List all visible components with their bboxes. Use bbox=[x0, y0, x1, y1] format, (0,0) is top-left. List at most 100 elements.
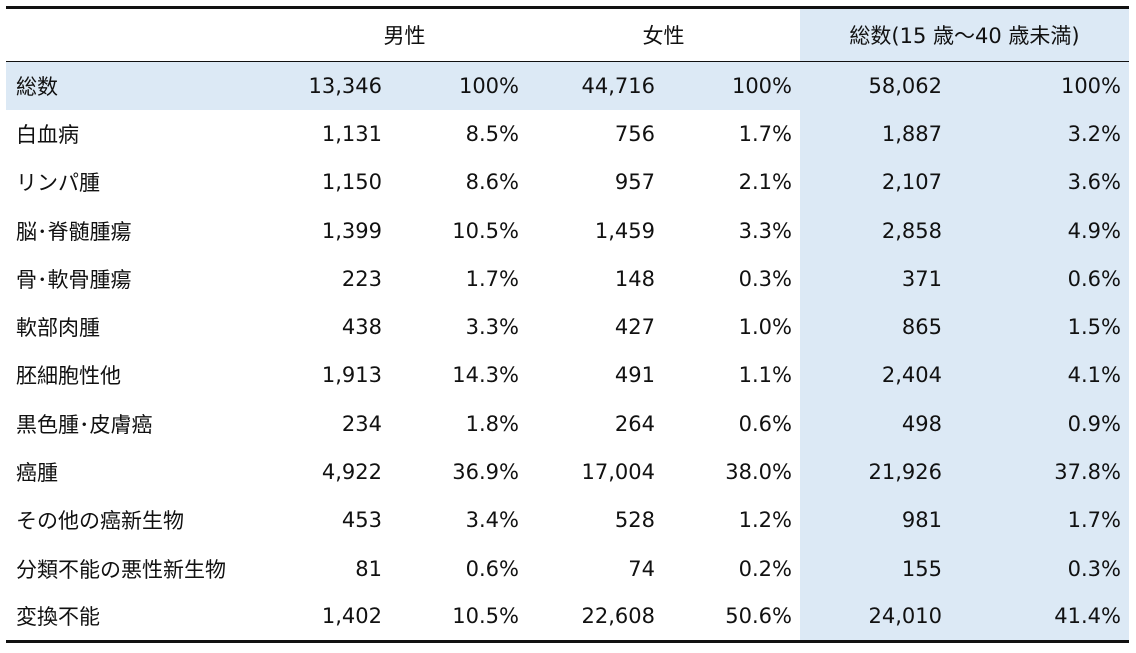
female-percent: 3.3% bbox=[738, 218, 792, 243]
total-count: 2,404 bbox=[800, 351, 950, 400]
female-percent: 50.6% bbox=[663, 592, 800, 643]
female-percent: 1.1% bbox=[738, 363, 792, 388]
total-count: 24,010 bbox=[800, 592, 950, 643]
total-count: 155 bbox=[800, 544, 950, 593]
male-count: 1,131 bbox=[321, 121, 382, 146]
male-count: 1,399 bbox=[321, 218, 382, 243]
total-count: 1,887 bbox=[800, 109, 950, 159]
total-count: 865 bbox=[800, 302, 950, 352]
total-row: 総数 13,346 100% 44,716 100% 58,062 100% bbox=[6, 61, 1129, 110]
table-row: 癌腫 4,922 36.9% 17,004 38.0% 21,926 37.8% bbox=[6, 447, 1129, 497]
total-percent: 0.3% bbox=[950, 544, 1129, 593]
table-row: 白血病 1,131 8.5% 756 1.7% 1,887 3.2% bbox=[6, 109, 1129, 159]
male-percent: 100% bbox=[390, 61, 527, 110]
female-percent: 0.6% bbox=[738, 411, 792, 436]
total-percent: 1.7% bbox=[950, 496, 1129, 545]
female-count: 1,459 bbox=[594, 218, 655, 243]
male-percent: 3.4% bbox=[465, 508, 519, 533]
total-count: 2,107 bbox=[800, 158, 950, 207]
male-count: 1,402 bbox=[282, 592, 390, 643]
male-percent: 1.7% bbox=[465, 266, 519, 291]
total-percent: 0.9% bbox=[950, 399, 1129, 448]
total-count: 58,062 bbox=[800, 61, 950, 110]
male-percent: 8.6% bbox=[465, 170, 519, 195]
female-percent: 2.1% bbox=[738, 170, 792, 195]
male-count: 1,913 bbox=[321, 363, 382, 388]
male-count: 438 bbox=[341, 315, 382, 340]
female-percent: 1.2% bbox=[738, 508, 792, 533]
male-percent: 36.9% bbox=[452, 460, 519, 485]
row-label: 軟部肉腫 bbox=[16, 316, 100, 341]
male-percent: 14.3% bbox=[452, 363, 519, 388]
total-percent: 37.8% bbox=[950, 447, 1129, 497]
male-count: 4,922 bbox=[321, 460, 382, 485]
table-row: 胚細胞性他 1,913 14.3% 491 1.1% 2,404 4.1% bbox=[6, 351, 1129, 400]
header-male: 男性 bbox=[282, 6, 527, 62]
header-female: 女性 bbox=[527, 6, 800, 62]
female-percent: 0.2% bbox=[738, 556, 792, 581]
row-label: その他の癌新生物 bbox=[16, 509, 184, 534]
row-label: 癌腫 bbox=[16, 461, 58, 486]
total-count: 371 bbox=[800, 254, 950, 303]
total-percent: 100% bbox=[950, 61, 1129, 110]
female-count: 44,716 bbox=[527, 61, 663, 110]
total-percent: 0.6% bbox=[950, 254, 1129, 303]
row-label: 白血病 bbox=[16, 122, 79, 147]
total-count: 498 bbox=[800, 399, 950, 448]
total-percent: 1.5% bbox=[950, 302, 1129, 352]
row-label: 骨･軟骨腫瘍 bbox=[16, 267, 132, 292]
female-count: 264 bbox=[614, 411, 655, 436]
table-row: 骨･軟骨腫瘍 223 1.7% 148 0.3% 371 0.6% bbox=[6, 254, 1129, 303]
table-row: 分類不能の悪性新生物 81 0.6% 74 0.2% 155 0.3% bbox=[6, 544, 1129, 593]
table-row: 黒色腫･皮膚癌 234 1.8% 264 0.6% 498 0.9% bbox=[6, 399, 1129, 448]
male-count: 234 bbox=[341, 411, 382, 436]
table-row: 変換不能 1,402 10.5% 22,608 50.6% 24,010 41.4% bbox=[6, 592, 1129, 643]
row-label: 脳･脊髄腫瘍 bbox=[16, 219, 132, 244]
header-total: 総数(15 歳～40 歳未満) bbox=[800, 6, 1129, 62]
female-count: 528 bbox=[614, 508, 655, 533]
male-percent: 1.8% bbox=[465, 411, 519, 436]
male-percent: 0.6% bbox=[465, 556, 519, 581]
total-percent: 41.4% bbox=[950, 592, 1129, 643]
table-row: 脳･脊髄腫瘍 1,399 10.5% 1,459 3.3% 2,858 4.9% bbox=[6, 206, 1129, 255]
cancer-statistics-table: 男性 女性 総数(15 歳～40 歳未満) 総数 13,346 100% 44,716… bbox=[6, 6, 1129, 643]
female-percent: 100% bbox=[663, 61, 800, 110]
female-count: 427 bbox=[614, 315, 655, 340]
table-row: リンパ腫 1,150 8.6% 957 2.1% 2,107 3.6% bbox=[6, 158, 1129, 207]
male-count: 453 bbox=[341, 508, 382, 533]
total-count: 21,926 bbox=[800, 447, 950, 497]
male-count: 13,346 bbox=[282, 61, 390, 110]
table-row: 軟部肉腫 438 3.3% 427 1.0% 865 1.5% bbox=[6, 302, 1129, 352]
male-percent: 3.3% bbox=[465, 315, 519, 340]
male-count: 1,150 bbox=[321, 170, 382, 195]
total-percent: 3.2% bbox=[950, 109, 1129, 159]
female-count: 491 bbox=[614, 363, 655, 388]
female-percent: 38.0% bbox=[725, 460, 792, 485]
male-percent: 10.5% bbox=[390, 592, 527, 643]
row-label: リンパ腫 bbox=[16, 171, 100, 196]
total-percent: 3.6% bbox=[950, 158, 1129, 207]
row-label: 変換不能 bbox=[6, 592, 282, 643]
total-count: 981 bbox=[800, 496, 950, 545]
table-body: 総数 13,346 100% 44,716 100% 58,062 100% 白血病 1,131… bbox=[6, 61, 1129, 643]
header-blank-cell bbox=[6, 6, 282, 62]
total-count: 2,858 bbox=[800, 206, 950, 255]
female-count: 74 bbox=[628, 556, 655, 581]
row-label: 分類不能の悪性新生物 bbox=[16, 557, 226, 582]
female-count: 17,004 bbox=[581, 460, 655, 485]
female-count: 22,608 bbox=[527, 592, 663, 643]
male-percent: 8.5% bbox=[465, 121, 519, 146]
female-percent: 1.0% bbox=[738, 315, 792, 340]
male-percent: 10.5% bbox=[452, 218, 519, 243]
female-count: 957 bbox=[614, 170, 655, 195]
male-count: 81 bbox=[355, 556, 382, 581]
row-label: 総数 bbox=[6, 61, 282, 110]
female-percent: 0.3% bbox=[738, 266, 792, 291]
total-percent: 4.9% bbox=[950, 206, 1129, 255]
total-percent: 4.1% bbox=[950, 351, 1129, 400]
table-row: その他の癌新生物 453 3.4% 528 1.2% 981 1.7% bbox=[6, 496, 1129, 545]
female-percent: 1.7% bbox=[738, 121, 792, 146]
row-label: 胚細胞性他 bbox=[16, 364, 121, 389]
female-count: 756 bbox=[614, 121, 655, 146]
